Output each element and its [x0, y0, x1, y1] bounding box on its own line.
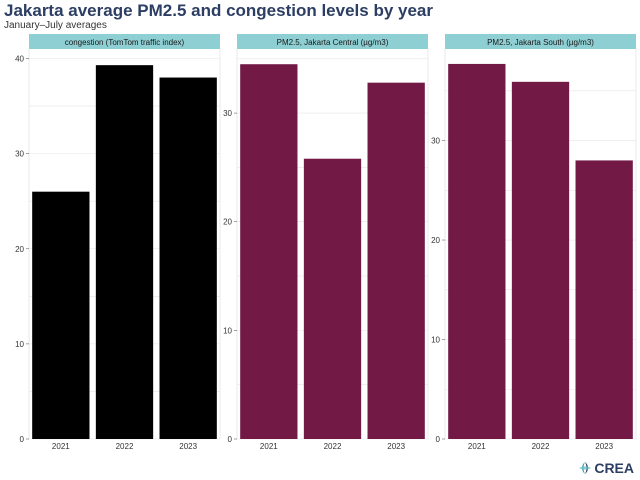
panel-strip: [445, 34, 636, 49]
panel-strip-title: PM2.5, Jakarta Central (µg/m3): [277, 38, 389, 47]
crea-logo-text: CREA: [594, 460, 634, 476]
y-tick-label: 20: [223, 218, 232, 227]
bar: [575, 160, 633, 439]
y-tick-label: 0: [228, 435, 233, 444]
bar: [159, 77, 217, 439]
y-tick-label: 30: [15, 150, 24, 159]
x-tick-label: 2022: [116, 442, 134, 451]
x-tick-label: 2021: [260, 442, 278, 451]
x-tick-label: 2022: [532, 442, 550, 451]
x-tick-label: 2021: [468, 442, 486, 451]
crea-logo: CREA: [578, 460, 634, 476]
bar: [32, 191, 90, 439]
chart-title: Jakarta average PM2.5 and congestion lev…: [4, 1, 433, 20]
y-tick-label: 10: [15, 340, 24, 349]
bar: [448, 63, 506, 440]
y-tick-label: 20: [431, 236, 440, 245]
bar: [511, 81, 570, 439]
bar: [303, 158, 362, 440]
x-tick-label: 2023: [387, 442, 405, 451]
y-tick-label: 20: [15, 245, 24, 254]
y-tick-label: 10: [431, 336, 440, 345]
bar: [367, 82, 425, 439]
x-tick-label: 2023: [179, 442, 197, 451]
panel-strip: [29, 34, 220, 49]
x-tick-label: 2021: [52, 442, 70, 451]
y-tick-label: 30: [223, 109, 232, 118]
y-tick-label: 0: [20, 435, 25, 444]
chart-subtitle: January–July averages: [4, 20, 107, 31]
x-tick-label: 2023: [595, 442, 613, 451]
bar: [95, 65, 154, 440]
bar: [240, 64, 298, 439]
y-tick-label: 10: [223, 326, 232, 335]
panel-strip-title: congestion (TomTom traffic index): [65, 38, 185, 47]
y-tick-label: 0: [436, 435, 441, 444]
y-tick-label: 40: [15, 55, 24, 64]
x-tick-label: 2022: [324, 442, 342, 451]
panel-strip-title: PM2.5, Jakarta South (µg/m3): [487, 38, 594, 47]
crea-leaf-icon: [579, 462, 592, 474]
panel-strip: [237, 34, 428, 49]
y-tick-label: 30: [431, 137, 440, 146]
